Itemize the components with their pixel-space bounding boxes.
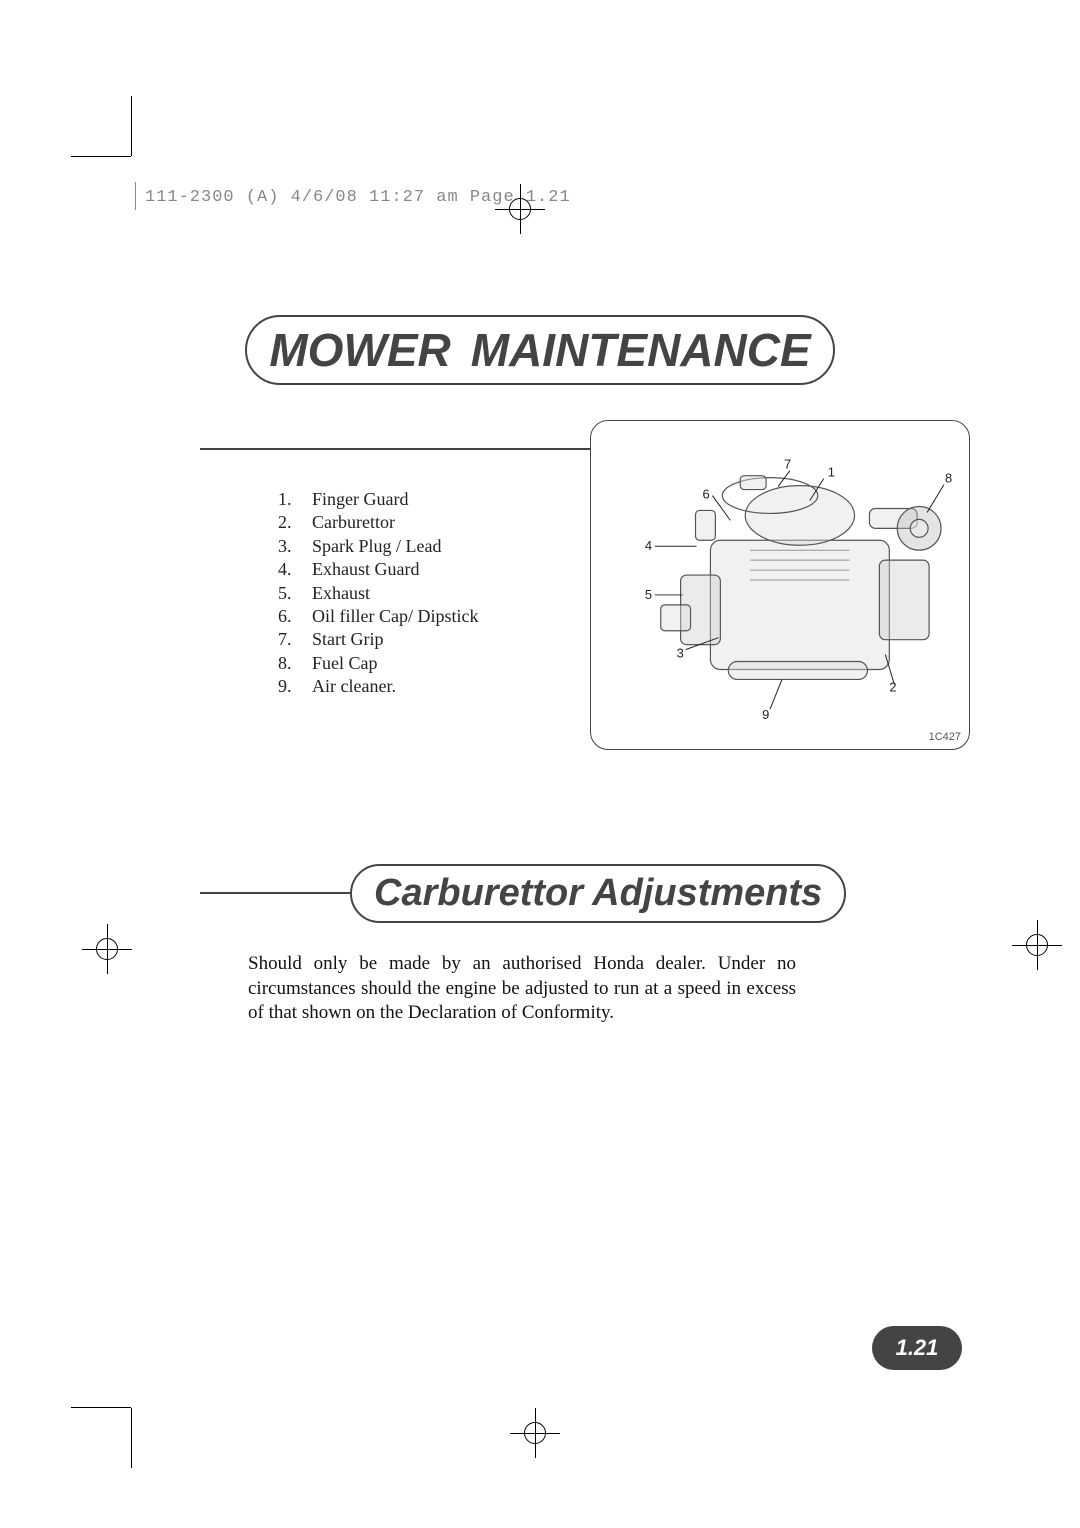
parts-row: 3.Spark Plug / Lead [278,535,478,558]
parts-row: 2.Carburettor [278,511,478,534]
header-rule [135,182,136,210]
callout-2: 2 [889,679,896,694]
callout-6: 6 [702,487,709,502]
registration-mark [1012,920,1062,970]
page-number: 1.21 [872,1326,962,1370]
engine-diagram: 1 2 3 4 5 6 7 8 9 1C427 [590,420,970,750]
crop-mark [131,1408,132,1468]
parts-row: 9.Air cleaner. [278,675,478,698]
callout-3: 3 [677,646,684,661]
carb-title-pill: Carburettor Adjustments [350,864,846,923]
parts-list: 1.Finger Guard 2.Carburettor 3.Spark Plu… [278,488,478,699]
callout-8: 8 [945,471,952,486]
callout-4: 4 [645,538,652,553]
callout-1: 1 [828,465,835,480]
parts-row: 1.Finger Guard [278,488,478,511]
crop-mark [71,1407,131,1408]
header-code: 111-2300 (A) 4/6/08 11:27 am Page 1.21 [145,188,571,207]
callout-5: 5 [645,587,652,602]
carb-rule [200,892,350,894]
main-title-word2: MAINTENANCE [471,324,811,376]
parts-row: 4.Exhaust Guard [278,558,478,581]
engine-section: Engine 1.Finger Guard 2.Carburettor 3.Sp… [236,408,970,768]
diagram-ref: 1C427 [929,731,961,743]
callout-7: 7 [784,457,791,472]
callout-9: 9 [762,707,769,722]
main-title-pill: MOWER MAINTENANCE [245,315,834,385]
main-title-word1: MOWER [269,324,450,376]
registration-mark [82,924,132,974]
page: 111-2300 (A) 4/6/08 11:27 am Page 1.21 M… [0,0,1080,1528]
engine-rule [200,448,600,450]
parts-row: 7.Start Grip [278,628,478,651]
parts-row: 8.Fuel Cap [278,652,478,675]
carb-body: Should only be made by an authorised Hon… [248,952,796,1026]
registration-mark [510,1408,560,1458]
crop-mark [71,156,131,157]
engine-svg: 1 2 3 4 5 6 7 8 9 [591,421,969,749]
parts-row: 5.Exhaust [278,582,478,605]
crop-mark [131,96,132,156]
main-title-wrap: MOWER MAINTENANCE [0,315,1080,385]
parts-row: 6.Oil filler Cap/ Dipstick [278,605,478,628]
